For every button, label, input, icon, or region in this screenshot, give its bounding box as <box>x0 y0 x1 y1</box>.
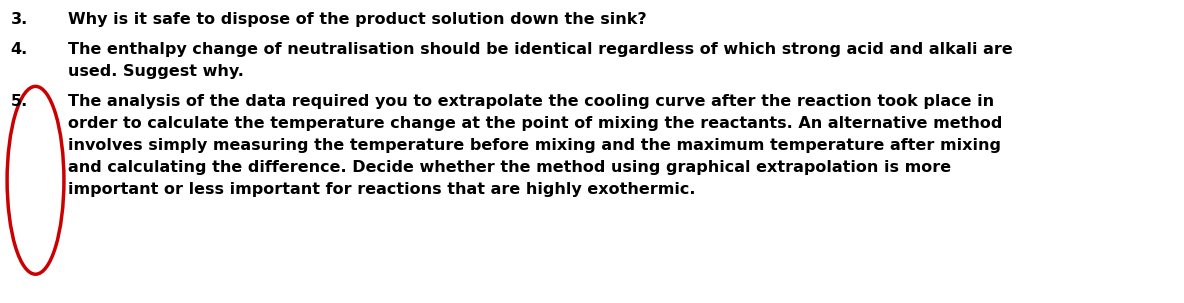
Text: important or less important for reactions that are highly exothermic.: important or less important for reaction… <box>67 182 695 197</box>
Text: Why is it safe to dispose of the product solution down the sink?: Why is it safe to dispose of the product… <box>67 12 646 27</box>
Text: 4.: 4. <box>11 42 28 57</box>
Text: The analysis of the data required you to extrapolate the cooling curve after the: The analysis of the data required you to… <box>67 94 995 109</box>
Text: and calculating the difference. Decide whether the method using graphical extrap: and calculating the difference. Decide w… <box>67 160 951 175</box>
Text: 5.: 5. <box>11 94 28 109</box>
Text: 3.: 3. <box>11 12 28 27</box>
Text: involves simply measuring the temperature before mixing and the maximum temperat: involves simply measuring the temperatur… <box>67 138 1000 153</box>
Text: used. Suggest why.: used. Suggest why. <box>67 64 244 79</box>
Text: order to calculate the temperature change at the point of mixing the reactants. : order to calculate the temperature chang… <box>67 116 1003 131</box>
Text: The enthalpy change of neutralisation should be identical regardless of which st: The enthalpy change of neutralisation sh… <box>67 42 1012 57</box>
